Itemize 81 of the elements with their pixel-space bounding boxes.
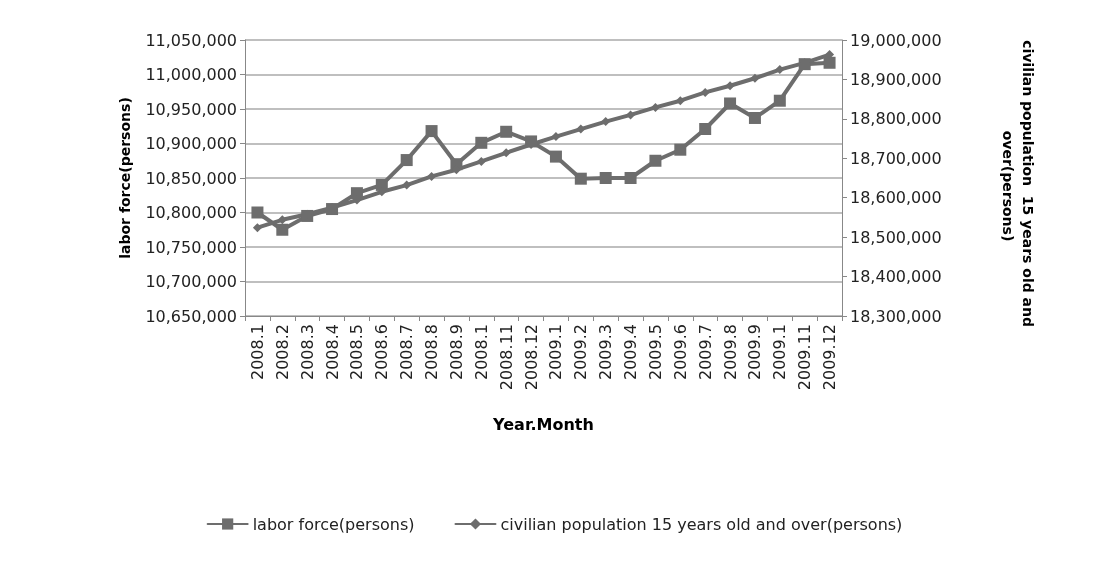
point — [624, 172, 637, 184]
x-tick-label: 2009.5 — [645, 324, 665, 380]
y2-tick-label: 18,700,000 — [850, 148, 942, 168]
point — [626, 110, 636, 120]
point — [599, 172, 612, 184]
point — [650, 102, 660, 112]
y2-tick-label: 18,300,000 — [850, 306, 942, 326]
point — [823, 56, 836, 69]
point — [425, 125, 438, 138]
point — [549, 150, 562, 163]
point — [402, 180, 412, 190]
y-tick-label: 10,800,000 — [145, 203, 237, 222]
point — [700, 87, 710, 97]
point — [500, 125, 513, 138]
x-tick-label: 2009.12 — [820, 324, 840, 391]
y2-tick-label: 19,000,000 — [850, 30, 942, 50]
point — [601, 117, 611, 127]
y-tick-label: 10,650,000 — [145, 306, 237, 326]
point — [574, 172, 587, 185]
legend-label: labor force(persons) — [252, 514, 415, 534]
point — [725, 81, 735, 91]
y2-tick-label: 18,900,000 — [850, 69, 942, 89]
y2-tick-label: 18,800,000 — [850, 109, 942, 129]
point — [350, 187, 363, 200]
y-tick-label: 10,750,000 — [145, 237, 237, 257]
point — [251, 206, 264, 219]
x-tick-label: 2009.1 — [770, 324, 790, 380]
point — [277, 215, 287, 225]
point — [699, 123, 712, 136]
point — [252, 223, 262, 233]
point — [276, 223, 289, 236]
point — [375, 178, 388, 191]
x-tick-label: 2008.4 — [322, 324, 342, 380]
x-tick-label: 2009.6 — [670, 324, 690, 380]
y-tick-label: 10,900,000 — [145, 134, 237, 153]
x-tick-label: 2009.2 — [571, 324, 591, 380]
y-tick-label: 10,850,000 — [145, 168, 237, 188]
y2-tick-label: 18,400,000 — [850, 267, 942, 287]
point — [675, 96, 685, 106]
y-tick-label: 11,000,000 — [145, 65, 237, 84]
y2-tick-label: 18,600,000 — [850, 188, 942, 208]
x-tick-label: 2008.6 — [372, 324, 392, 380]
y2-axis-title: civilian population 15 years old and over(persons) — [1000, 40, 1036, 332]
x-tick-label: 2009.4 — [621, 324, 641, 380]
x-tick-label: 2008.8 — [422, 324, 442, 380]
point — [576, 124, 586, 134]
point — [501, 148, 511, 158]
point — [750, 73, 760, 83]
x-tick-label: 2008.12 — [521, 324, 541, 391]
y2-tick-label: 18,500,000 — [850, 227, 942, 247]
point — [773, 94, 786, 107]
y-tick-label: 10,700,000 — [145, 272, 237, 291]
x-tick-label: 2008.3 — [297, 324, 317, 380]
y-axis-title: labor force(persons) — [117, 97, 134, 259]
point — [551, 132, 561, 142]
point — [724, 97, 737, 110]
x-tick-label: 2008.1 — [247, 324, 267, 380]
x-tick-label: 2009.7 — [695, 324, 715, 380]
x-tick-label: 2008.11 — [496, 324, 516, 391]
x-tick-label: 2008.9 — [446, 324, 466, 380]
x-tick-label: 2008.2 — [272, 324, 292, 380]
x-axis-title: Year.Month — [492, 414, 594, 434]
x-tick-label: 2009.9 — [745, 324, 765, 380]
point — [427, 171, 437, 181]
x-tick-label: 2009.1 — [546, 324, 566, 380]
x-tick-label: 2009.11 — [795, 324, 815, 391]
y-tick-label: 10,950,000 — [145, 99, 237, 119]
x-tick-label: 2008.7 — [397, 324, 417, 380]
point — [674, 143, 687, 156]
x-tick-label: 2009.3 — [596, 324, 616, 380]
x-tick-label: 2009.8 — [720, 324, 740, 380]
legend-label: civilian population 15 years old and over(persons) — [500, 514, 903, 534]
x-tick-label: 2008.5 — [347, 324, 367, 380]
point — [400, 154, 413, 167]
y-tick-label: 11,050,000 — [145, 30, 237, 50]
point — [475, 136, 488, 149]
point — [775, 65, 785, 75]
point — [476, 156, 486, 166]
point — [649, 154, 662, 167]
x-tick-label: 2008.1 — [471, 324, 491, 380]
point — [748, 111, 761, 124]
